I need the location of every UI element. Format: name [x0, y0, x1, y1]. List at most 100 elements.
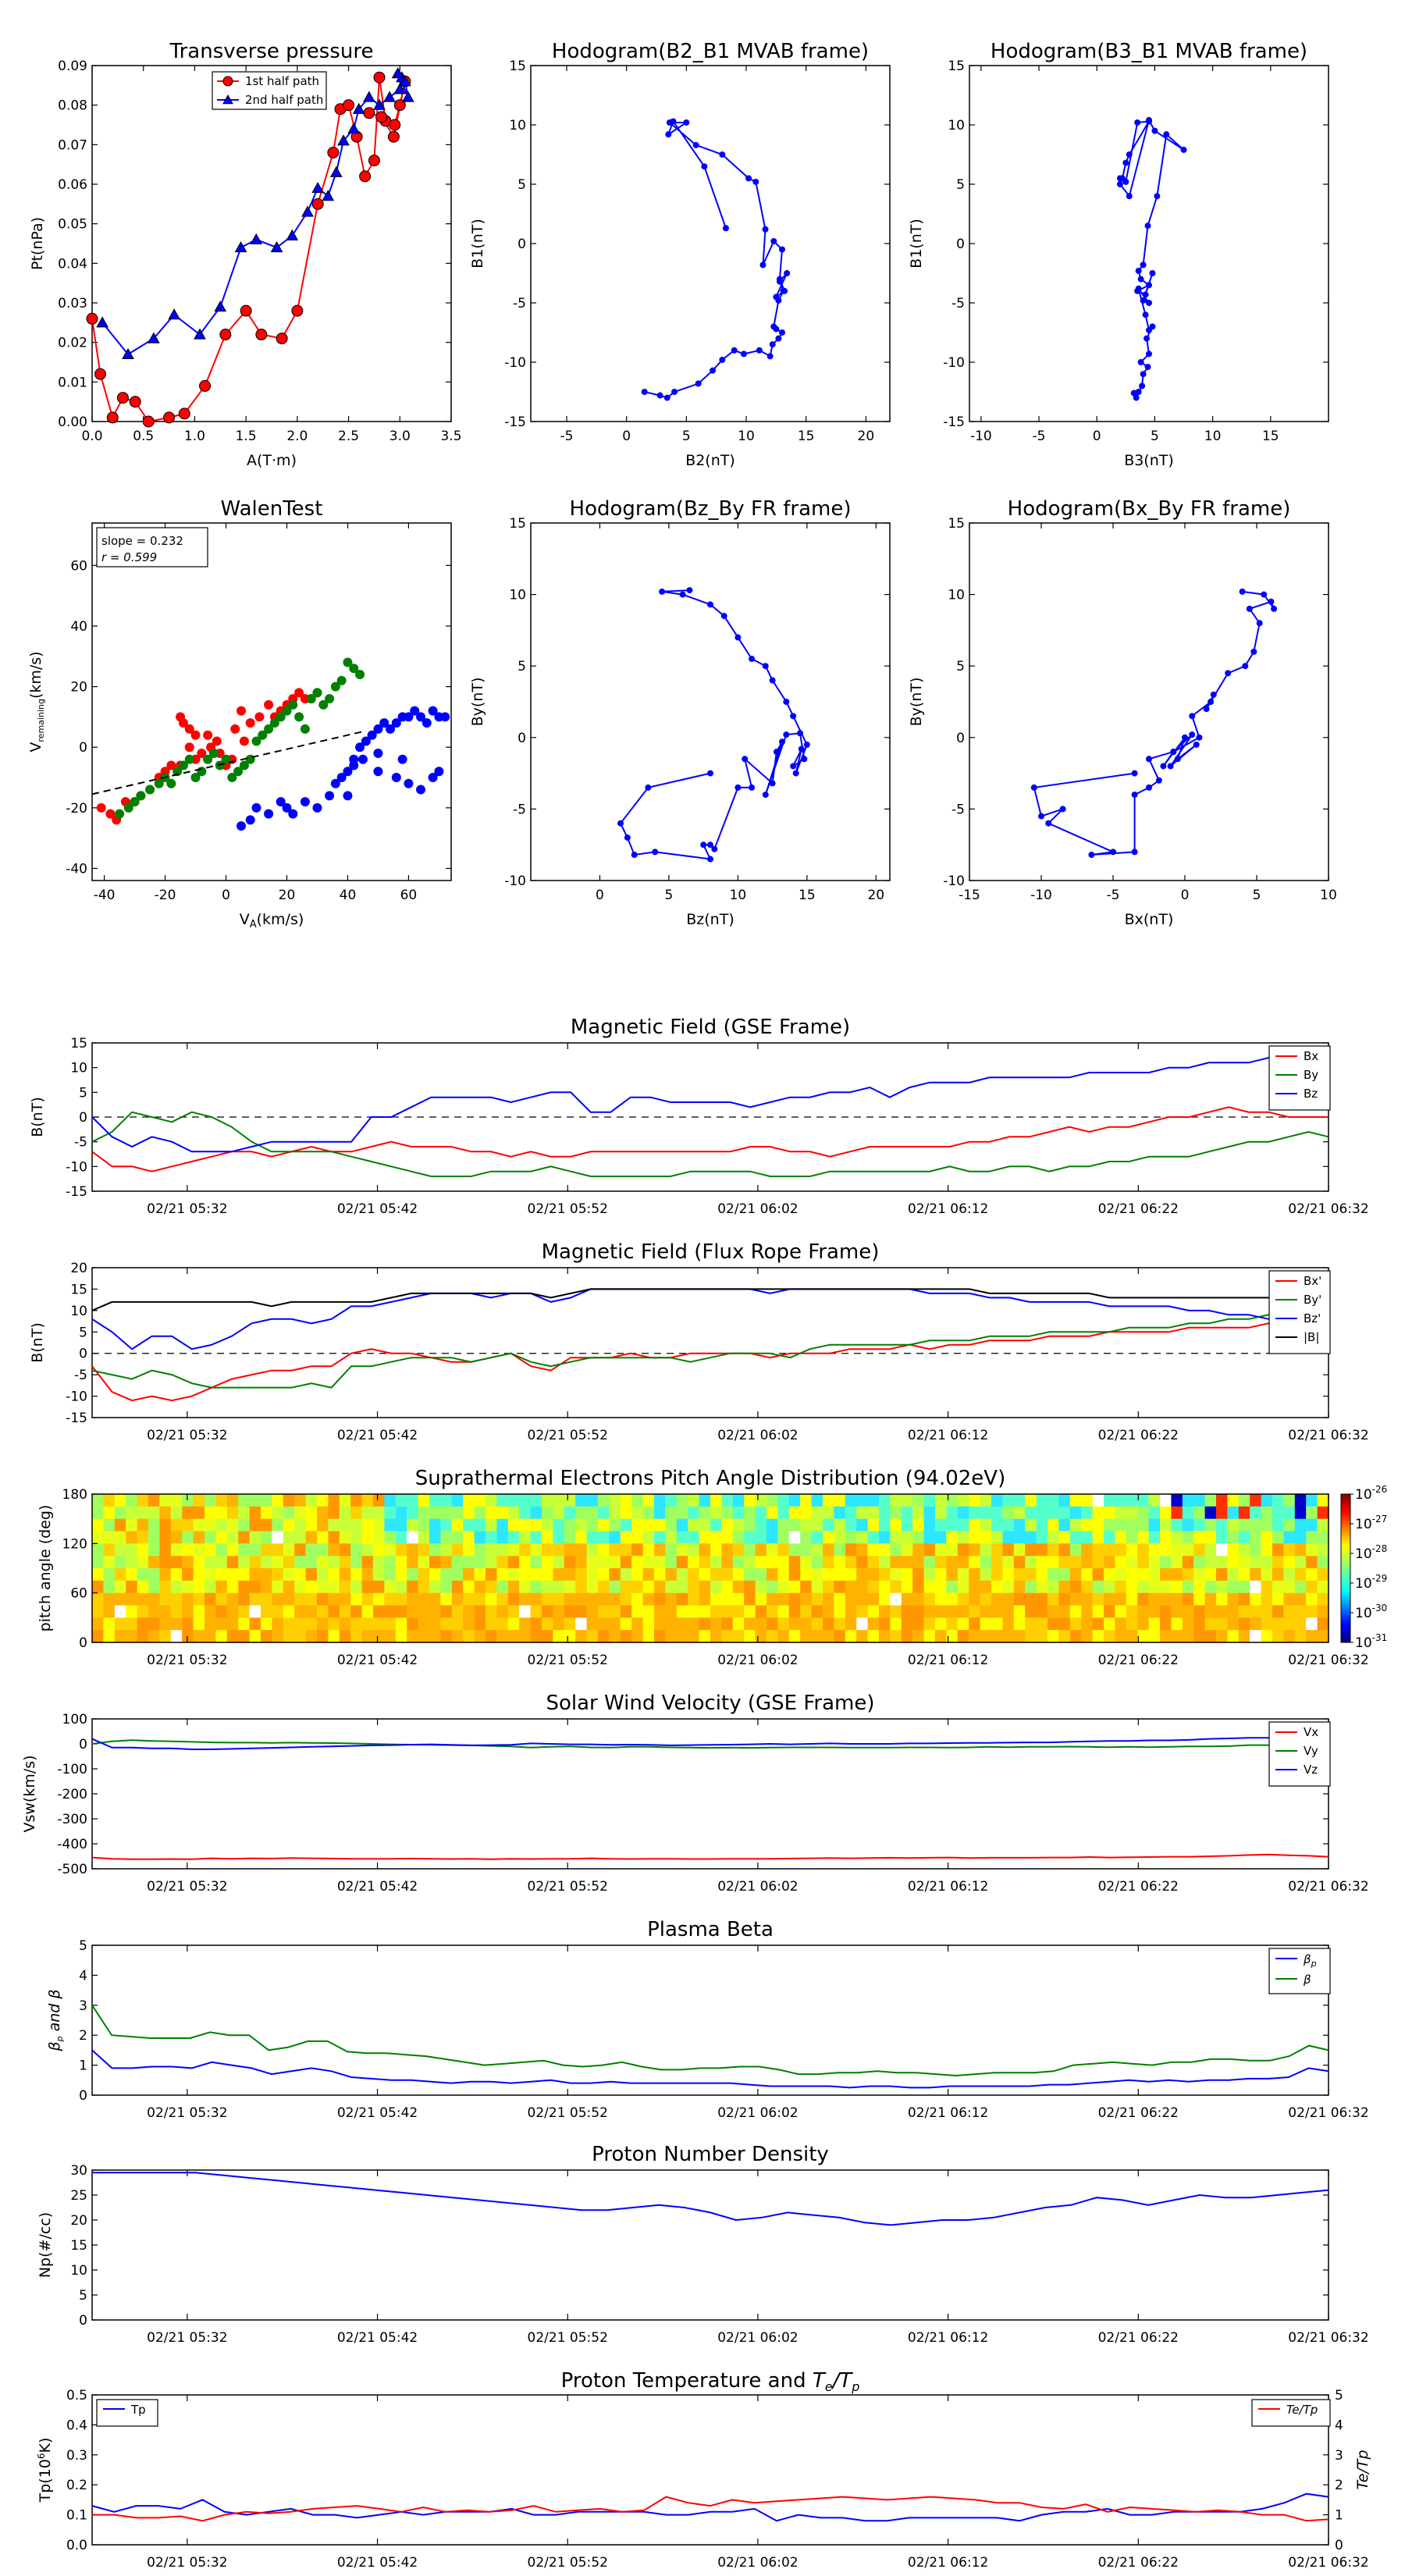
heatmap-cell — [676, 1617, 688, 1631]
x-tick-label: 5 — [665, 888, 674, 903]
time-tick-label: 02/21 05:52 — [528, 2105, 608, 2121]
x-tick-label: 15 — [799, 888, 816, 903]
walen-point-series-2 — [130, 797, 140, 807]
walen-point-series-2 — [330, 681, 340, 692]
heatmap-cell — [193, 1556, 205, 1569]
heatmap-cell — [384, 1494, 397, 1507]
heatmap-cell — [519, 1605, 532, 1618]
heatmap-cell — [1115, 1568, 1127, 1582]
heatmap-cell — [969, 1630, 981, 1643]
y-tick-label: 0.4 — [66, 2418, 87, 2433]
hodogram-bzby-point — [679, 591, 686, 598]
y-tick-label: 0.3 — [66, 2448, 87, 2464]
heatmap-cell — [440, 1531, 453, 1544]
heatmap-cell — [1294, 1592, 1307, 1606]
heatmap-cell — [1317, 1556, 1329, 1569]
time-tick-label: 02/21 05:42 — [337, 1653, 418, 1668]
y-tick-label: -5 — [951, 802, 965, 817]
heatmap-cell — [788, 1494, 801, 1507]
x-tick-label: -5 — [560, 429, 574, 444]
heatmap-cell — [1148, 1494, 1161, 1507]
walen-point-series-2 — [276, 712, 286, 722]
heatmap-cell — [1025, 1568, 1037, 1582]
heatmap-cell — [463, 1592, 475, 1606]
heatmap-cell — [901, 1592, 913, 1606]
series-2nd-half-marker — [122, 347, 134, 359]
heatmap-cell — [1193, 1506, 1206, 1520]
time-tick-label: 02/21 06:02 — [717, 1653, 798, 1668]
time-tick-label: 02/21 06:32 — [1288, 1653, 1368, 1668]
walen-point-series-2 — [288, 699, 298, 710]
walen-point-series-2 — [145, 785, 155, 795]
heatmap-cell — [699, 1556, 711, 1569]
heatmap-cell — [1182, 1543, 1194, 1557]
heatmap-cell — [418, 1580, 430, 1594]
heatmap-cell — [339, 1518, 351, 1532]
walen-point-series-3 — [391, 773, 401, 783]
heatmap-cell — [193, 1568, 205, 1582]
heatmap-cell — [946, 1494, 959, 1507]
heatmap-cell — [1058, 1630, 1071, 1643]
time-tick-label: 02/21 05:42 — [337, 1201, 418, 1217]
heatmap-cell — [1148, 1531, 1161, 1544]
heatmap-cell — [991, 1605, 1003, 1618]
heatmap-cell — [530, 1531, 542, 1544]
heatmap-cell — [1306, 1630, 1318, 1643]
heatmap-cell — [530, 1506, 542, 1520]
heatmap-cell — [969, 1592, 981, 1606]
heatmap-cell — [1317, 1506, 1329, 1520]
heatmap-cell — [676, 1531, 688, 1544]
heatmap-cell — [845, 1630, 857, 1643]
heatmap-cell — [957, 1630, 969, 1643]
heatmap-cell — [923, 1531, 936, 1544]
heatmap-cell — [1092, 1494, 1104, 1507]
heatmap-cell — [159, 1568, 172, 1582]
heatmap-cell — [1238, 1580, 1250, 1594]
heatmap-cell — [946, 1518, 959, 1532]
y-tick-label: 5 — [79, 1938, 87, 1954]
legend-box — [1268, 1045, 1331, 1111]
heatmap-cell — [114, 1556, 126, 1569]
heatmap-cell — [294, 1580, 307, 1594]
heatmap-cell — [395, 1543, 407, 1557]
heatmap-cell — [1104, 1630, 1115, 1643]
heatmap-cell — [407, 1494, 419, 1507]
y-tick-label: 0 — [79, 740, 87, 756]
heatmap-cell — [553, 1605, 565, 1618]
y-tick-label: 1 — [79, 2058, 87, 2074]
heatmap-cell — [609, 1494, 621, 1507]
heatmap-cell — [834, 1531, 846, 1544]
heatmap-cell — [496, 1617, 509, 1631]
hodogram-bxby-point — [1146, 784, 1152, 791]
hodogram-b3b1-point — [1135, 285, 1142, 292]
hodogram-b2b1-point — [740, 350, 747, 358]
heatmap-cell — [1058, 1605, 1071, 1618]
heatmap-cell — [823, 1605, 834, 1618]
heatmap-cell — [474, 1543, 486, 1557]
heatmap-cell — [800, 1630, 813, 1643]
walen-point-series-2 — [282, 706, 292, 716]
y-tick-label: 5 — [79, 1325, 87, 1340]
heatmap-cell — [1025, 1531, 1037, 1544]
time-tick-label: 02/21 05:32 — [147, 2555, 227, 2571]
heatmap-cell — [215, 1580, 228, 1594]
heatmap-cell — [755, 1518, 767, 1532]
walen-point-series-1 — [96, 802, 106, 813]
heatmap-cell — [474, 1630, 486, 1643]
time-tick-label: 02/21 06:12 — [908, 1428, 988, 1443]
heatmap-cell — [283, 1580, 295, 1594]
heatmap-cell — [1081, 1592, 1094, 1606]
heatmap-cell — [530, 1580, 542, 1594]
heatmap-cell — [339, 1506, 351, 1520]
heatmap-cell — [890, 1568, 902, 1582]
heatmap-cell — [912, 1494, 925, 1507]
heatmap-cell — [507, 1617, 520, 1631]
heatmap-cell — [1193, 1556, 1206, 1569]
heatmap-cell — [1238, 1506, 1250, 1520]
heatmap-cell — [946, 1605, 959, 1618]
heatmap-cell — [1148, 1605, 1161, 1618]
series-1st-half-marker — [116, 392, 129, 404]
time-tick-label: 02/21 06:02 — [717, 1201, 798, 1217]
heatmap-cell — [1025, 1617, 1037, 1631]
